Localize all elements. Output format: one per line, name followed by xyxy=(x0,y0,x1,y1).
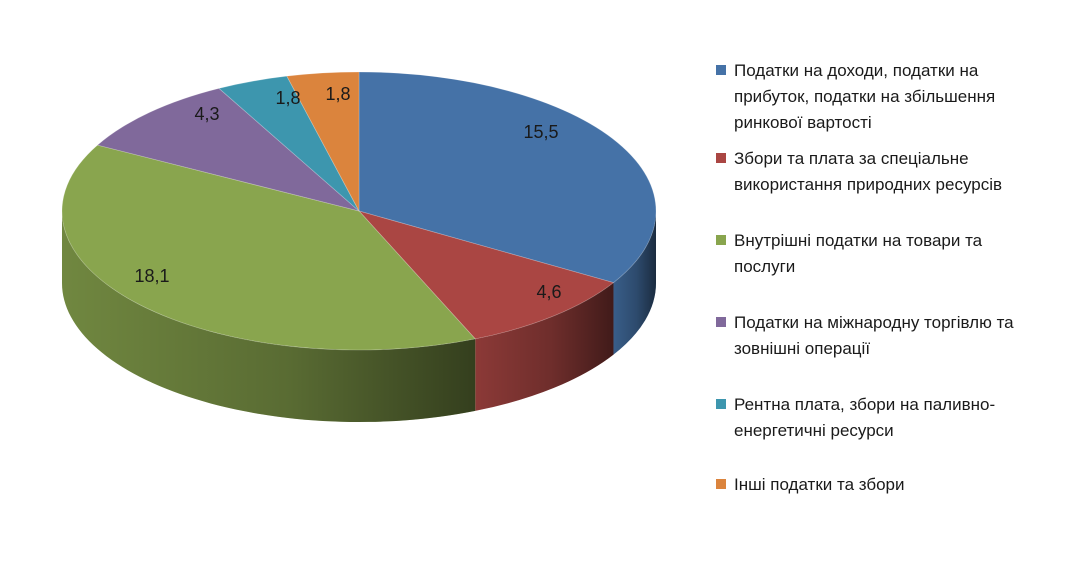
pie-slice-rent-payments xyxy=(218,75,360,212)
data-label-2: 4,6 xyxy=(536,282,561,302)
legend-label-other-taxes: Інші податки та збори xyxy=(734,475,905,494)
legend-swatch-income-taxes xyxy=(716,65,726,75)
pie-walls xyxy=(62,211,656,422)
legend-swatch-other-taxes xyxy=(716,479,726,489)
pie-slice-other-taxes xyxy=(286,71,360,212)
data-label-3: 18,1 xyxy=(134,266,169,286)
legend-label-rent-payments: Рентна плата, збори на паливно- енергети… xyxy=(734,395,996,440)
pie-slices xyxy=(61,71,657,351)
data-label-5: 1,8 xyxy=(275,88,300,108)
legend-swatch-rent-payments xyxy=(716,399,726,409)
pie-chart-canvas: 15,5 4,6 18,1 4,3 1,8 1,8 xyxy=(61,71,657,422)
pie-data-labels: 15,5 4,6 18,1 4,3 1,8 1,8 xyxy=(134,84,561,302)
legend-label-natural-resources: Збори та плата за спеціальне використанн… xyxy=(734,149,1003,194)
legend-label-international-trade: Податки на міжнародну торгівлю та зовніш… xyxy=(734,313,1014,358)
legend-label-income-taxes: Податки на доходи, податки на прибуток, … xyxy=(734,61,996,132)
data-label-4: 4,3 xyxy=(194,104,219,124)
pie-slice-international-trade xyxy=(96,87,360,212)
data-label-6: 1,8 xyxy=(325,84,350,104)
pie-chart: 15,5 4,6 18,1 4,3 1,8 1,8 xyxy=(61,71,657,422)
pie-wall-shade-natural-resources xyxy=(475,282,614,411)
data-label-1: 15,5 xyxy=(523,122,558,142)
pie-slice-income-taxes xyxy=(358,71,657,284)
legend-swatch-domestic-taxes xyxy=(716,235,726,245)
legend-swatch-natural-resources xyxy=(716,153,726,163)
legend-label-domestic-taxes: Внутрішні податки на товари та послуги xyxy=(734,231,983,276)
pie-wall-shade-income-taxes xyxy=(613,211,656,355)
legend-swatch-international-trade xyxy=(716,317,726,327)
pie-slice-domestic-taxes xyxy=(61,144,476,351)
pie-slice-natural-resources xyxy=(357,210,615,340)
pie-wall-shade-domestic-taxes xyxy=(62,211,476,422)
